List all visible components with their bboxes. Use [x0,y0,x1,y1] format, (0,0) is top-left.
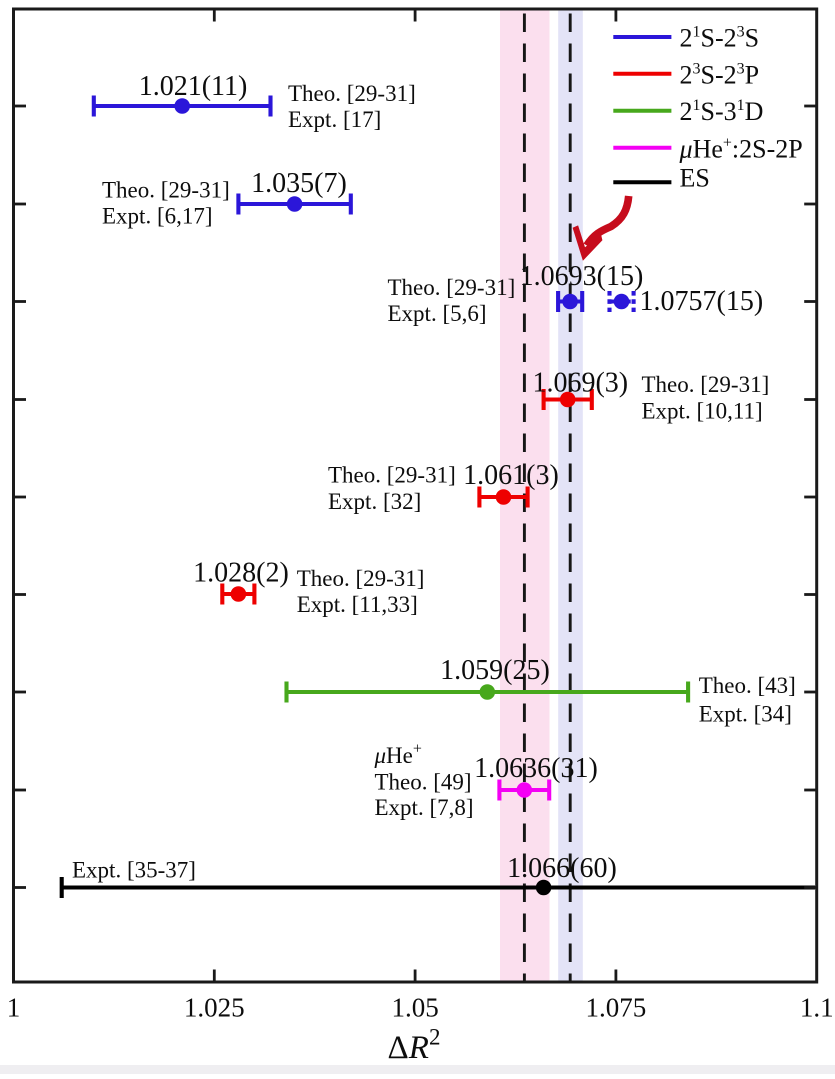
svg-text:1.035(7): 1.035(7) [251,168,347,199]
svg-text:Theo. [29-31]: Theo. [29-31] [102,178,230,203]
svg-text:1.1: 1.1 [800,993,834,1023]
svg-text:Expt. [32]: Expt. [32] [328,489,421,514]
svg-text:Expt. [35-37]: Expt. [35-37] [72,858,196,883]
svg-text:1.025: 1.025 [184,993,245,1023]
svg-text:Expt. [10,11]: Expt. [10,11] [642,399,763,424]
svg-text:1.0693(15): 1.0693(15) [520,261,644,292]
svg-text:Expt. [17]: Expt. [17] [288,107,381,132]
svg-text:1.069(3): 1.069(3) [532,368,628,399]
svg-text:Expt. [7,8]: Expt. [7,8] [375,795,474,820]
svg-text:Theo. [43]: Theo. [43] [699,673,796,698]
svg-text:ES: ES [680,164,710,193]
svg-text:Theo. [29-31]: Theo. [29-31] [297,566,425,591]
svg-text:Theo. [29-31]: Theo. [29-31] [388,275,516,300]
svg-text:1: 1 [7,993,21,1023]
svg-text:1.028(2): 1.028(2) [193,558,289,589]
svg-text:Expt. [5,6]: Expt. [5,6] [388,301,487,326]
svg-text:Theo. [49]: Theo. [49] [375,770,472,795]
svg-text:21S-31D: 21S-31D [680,97,764,126]
svg-text:23S-23P: 23S-23P [680,60,760,89]
svg-text:21S-23S: 21S-23S [680,24,760,53]
svg-text:1.0636(31): 1.0636(31) [474,753,598,784]
svg-text:Theo. [29-31]: Theo. [29-31] [642,372,770,397]
svg-text:Expt. [34]: Expt. [34] [699,702,792,727]
svg-text:1.05: 1.05 [391,993,438,1023]
svg-text:1.0757(15): 1.0757(15) [640,286,764,317]
svg-text:Theo. [29-31]: Theo. [29-31] [328,463,456,488]
svg-text:1.075: 1.075 [586,993,647,1023]
svg-text:Theo. [29-31]: Theo. [29-31] [288,81,416,106]
svg-text:μHe+:2S-2P: μHe+:2S-2P [679,134,803,163]
svg-text:1.061(3): 1.061(3) [463,460,559,491]
svg-text:ΔR2: ΔR2 [388,1025,441,1067]
svg-text:1.066(60): 1.066(60) [507,853,617,884]
svg-text:Expt. [11,33]: Expt. [11,33] [297,592,418,617]
svg-text:1.021(11): 1.021(11) [139,71,248,102]
svg-text:Expt. [6,17]: Expt. [6,17] [102,204,213,229]
svg-text:1.059(25): 1.059(25) [440,655,550,686]
